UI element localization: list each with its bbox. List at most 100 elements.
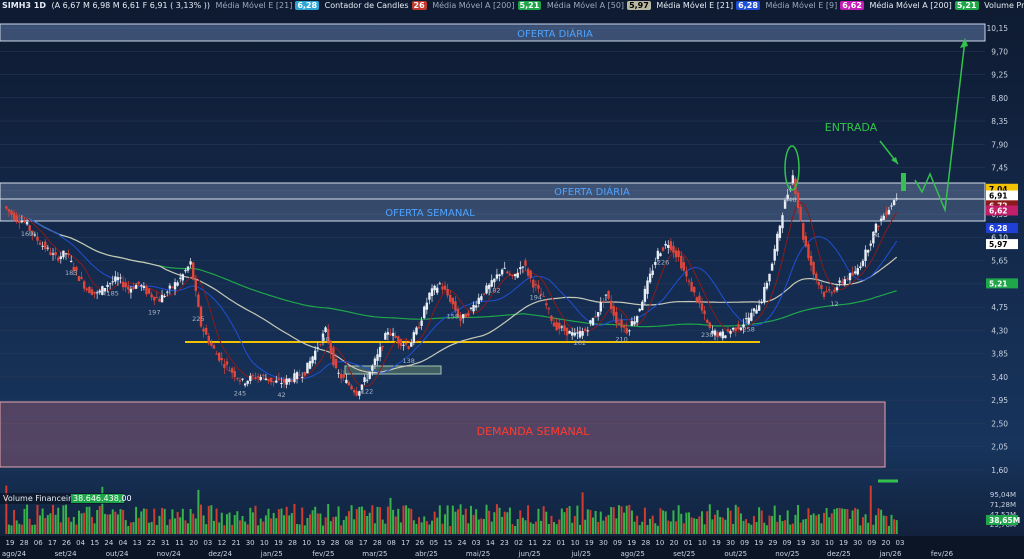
candle-body	[503, 267, 506, 269]
volume-bar	[669, 521, 672, 534]
volume-bar	[381, 519, 384, 534]
candle-body	[467, 312, 470, 317]
candle-body	[15, 215, 18, 221]
price-axis[interactable]: 10,159,709,258,808,357,907,457,006,556,1…	[987, 24, 1009, 475]
indicator-6-value: 6,62	[840, 1, 864, 10]
candle-body	[217, 352, 221, 361]
day-tick: 03	[203, 539, 212, 547]
candle-body	[36, 236, 39, 241]
candle-body	[298, 374, 301, 376]
candle-body	[160, 295, 164, 303]
volume-bar	[597, 521, 600, 534]
candle-count: 225	[192, 315, 204, 323]
volume-bar	[589, 510, 592, 534]
symbol-label[interactable]: SIMH3 1D	[2, 1, 46, 10]
volume-bar	[428, 524, 431, 534]
candle-body	[630, 321, 634, 326]
volume-bar	[257, 525, 260, 534]
volume-bar	[599, 511, 602, 534]
indicator-1-value: 6,28	[295, 1, 320, 10]
volume-bar	[578, 524, 581, 534]
candle-body	[98, 290, 101, 293]
price-tag-text: 6,28	[989, 224, 1008, 233]
candle-body	[259, 376, 262, 380]
candle-body	[158, 298, 161, 302]
volume-bar	[680, 513, 683, 534]
candle-body	[243, 383, 247, 386]
candle-body	[54, 252, 57, 256]
candle-body	[820, 285, 823, 289]
volume-bar	[711, 519, 714, 534]
volume-bar	[163, 508, 166, 534]
candle-body	[641, 301, 644, 311]
candle-body	[838, 280, 841, 283]
candle-count: 24	[872, 232, 880, 240]
candle-body	[194, 279, 198, 291]
candle-body	[64, 253, 68, 255]
candle-body	[93, 291, 96, 294]
indicator-7-label[interactable]: Média Móvel A [200]	[869, 1, 952, 10]
candle-body	[708, 322, 711, 328]
volume-bar	[397, 508, 400, 534]
candle-body	[82, 281, 86, 289]
volume-bar	[132, 522, 135, 534]
candle-count: 197	[148, 308, 160, 316]
volume-bar	[52, 504, 55, 534]
day-tick: 28	[288, 539, 297, 547]
volume-bar	[446, 505, 449, 534]
day-tick: 10	[655, 539, 664, 547]
volume-bar	[693, 518, 696, 534]
candle-body	[192, 262, 195, 280]
volume-bar	[781, 521, 784, 534]
indicator-7-value: 5,21	[954, 1, 979, 10]
price-tag-text: 6,62	[989, 206, 1008, 215]
candle-body	[127, 286, 130, 290]
day-tick: 19	[274, 539, 283, 547]
volume-bar	[389, 497, 392, 534]
indicator-5-label[interactable]: Média Móvel E [21]	[656, 1, 734, 10]
day-tick: 26	[62, 539, 71, 547]
volume-bar	[23, 508, 26, 534]
candle-body	[680, 255, 683, 269]
volume-profile-label[interactable]: Volume Profile Diário...	[984, 1, 1024, 10]
candle-body	[480, 296, 483, 301]
candle-body	[628, 330, 631, 332]
candle-body	[285, 378, 288, 385]
price-tick: 4,75	[991, 303, 1008, 312]
candle-body	[731, 327, 735, 330]
volume-bar	[181, 508, 184, 534]
volume-bar	[698, 516, 701, 534]
candle-body	[44, 241, 47, 250]
candle-body	[542, 295, 545, 297]
volume-bar	[612, 507, 615, 534]
candle-body	[368, 371, 371, 379]
indicator-1-label[interactable]: Média Móvel E [21]	[215, 1, 293, 10]
indicator-4-label[interactable]: Média Móvel A [50]	[546, 1, 625, 10]
price-tag	[986, 190, 1018, 201]
day-tick: 24	[104, 539, 113, 547]
candle-body	[511, 275, 514, 277]
candle-body	[314, 350, 317, 360]
indicator-6-label[interactable]: Média Móvel E [9]	[765, 1, 838, 10]
indicator-2-label[interactable]: Contador de Candles	[324, 1, 409, 10]
volume-bar	[122, 509, 125, 534]
volume-bar	[49, 513, 52, 534]
volume-bar	[153, 508, 156, 534]
candle-body	[181, 274, 185, 281]
indicator-3-label[interactable]: Média Móvel A [200]	[432, 1, 515, 10]
day-tick: 10	[260, 539, 269, 547]
volume-bar	[267, 508, 270, 534]
volume-bar	[874, 515, 877, 534]
month-tick: abr/25	[415, 550, 438, 558]
day-tick: 19	[585, 539, 594, 547]
volume-bar	[57, 507, 60, 534]
candle-body	[853, 271, 857, 274]
day-tick: 14	[486, 539, 495, 547]
volume-bar	[841, 508, 844, 534]
volume-bar	[285, 506, 288, 534]
volume-bar	[114, 511, 117, 534]
volume-bar	[18, 523, 21, 534]
day-tick: 01	[556, 539, 565, 547]
candle-body	[560, 326, 564, 328]
